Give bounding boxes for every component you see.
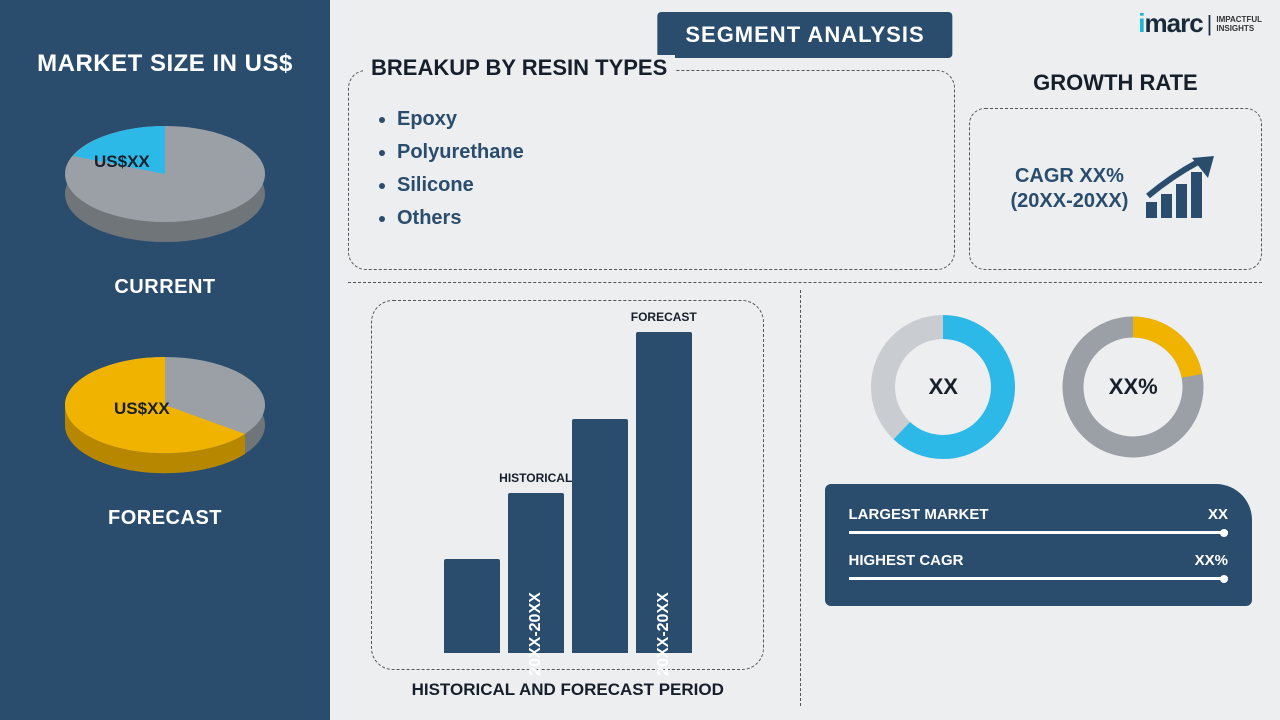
pie-forecast-label: FORECAST [108,507,222,530]
donut-1: XX [868,312,1018,462]
breakup-title: BREAKUP BY RESIN TYPES [363,55,675,81]
logo-tagline: IMPACTFULINSIGHTS [1216,15,1262,33]
donut-1-value: XX [868,312,1018,462]
bar [572,419,628,653]
bar: HISTORICAL20XX-20XX [508,493,564,653]
stat-1-value: XX [1208,506,1228,523]
row-bottom: HISTORICAL20XX-20XX FORECAST20XX-20XX HIS… [348,290,1262,706]
breakup-item: Polyurethane [397,136,930,169]
pie-current-value: US$XX [94,152,150,172]
stat-row-2: HIGHEST CAGR XX% [849,552,1229,569]
bar-group: HISTORICAL20XX-20XX FORECAST20XX-20XX [444,319,692,653]
donut-2-value: XX% [1058,312,1208,462]
divider-horizontal [348,282,1262,283]
metrics-column: XX XX% LARGEST MARKET XX HIGHEST CAGR [801,290,1263,706]
stat-2-label: HIGHEST CAGR [849,552,964,569]
historical-caption: HISTORICAL AND FORECAST PERIOD [412,680,724,700]
pie-current-wrap: US$XX CURRENT [50,108,280,299]
breakup-card: BREAKUP BY RESIN TYPES Epoxy Polyurethan… [348,70,955,270]
root: MARKET SIZE IN US$ US$XX CURRENT [0,0,1280,720]
stat-1-label: LARGEST MARKET [849,506,989,523]
left-panel: MARKET SIZE IN US$ US$XX CURRENT [0,0,330,720]
segment-analysis-title: SEGMENT ANALYSIS [657,12,952,58]
row-top: BREAKUP BY RESIN TYPES Epoxy Polyurethan… [348,70,1262,270]
historical-column: HISTORICAL20XX-20XX FORECAST20XX-20XX HIS… [348,290,801,706]
breakup-list: Epoxy Polyurethane Silicone Others [397,103,930,235]
right-panel: SEGMENT ANALYSIS imarc | IMPACTFULINSIGH… [330,0,1280,720]
stat-2-bar [849,577,1229,580]
pie-forecast: US$XX [50,339,280,489]
pie-current: US$XX [50,108,280,258]
stats-card: LARGEST MARKET XX HIGHEST CAGR XX% [825,484,1253,606]
pie-current-label: CURRENT [114,276,215,299]
breakup-item: Epoxy [397,103,930,136]
growth-text: CAGR XX%(20XX-20XX) [1011,164,1129,214]
stat-2-value: XX% [1195,552,1228,569]
pie-forecast-value: US$XX [114,399,170,419]
breakup-item: Others [397,202,930,235]
growth-title: GROWTH RATE [1033,70,1198,96]
stat-row-1: LARGEST MARKET XX [849,506,1229,523]
pie-forecast-wrap: US$XX FORECAST [50,339,280,530]
stat-1-bar [849,531,1229,534]
historical-card: HISTORICAL20XX-20XX FORECAST20XX-20XX [371,300,764,670]
donuts-row: XX XX% [825,312,1253,462]
market-size-title: MARKET SIZE IN US$ [37,50,293,78]
growth-icon [1142,154,1220,224]
donut-2: XX% [1058,312,1208,462]
breakup-item: Silicone [397,169,930,202]
bar [444,559,500,653]
growth-column: GROWTH RATE CAGR XX%(20XX-20XX) [969,70,1262,270]
bar: FORECAST20XX-20XX [636,332,692,653]
logo-text: imarc [1138,8,1202,39]
brand-logo: imarc | IMPACTFULINSIGHTS [1138,8,1262,39]
growth-card: CAGR XX%(20XX-20XX) [969,108,1262,270]
